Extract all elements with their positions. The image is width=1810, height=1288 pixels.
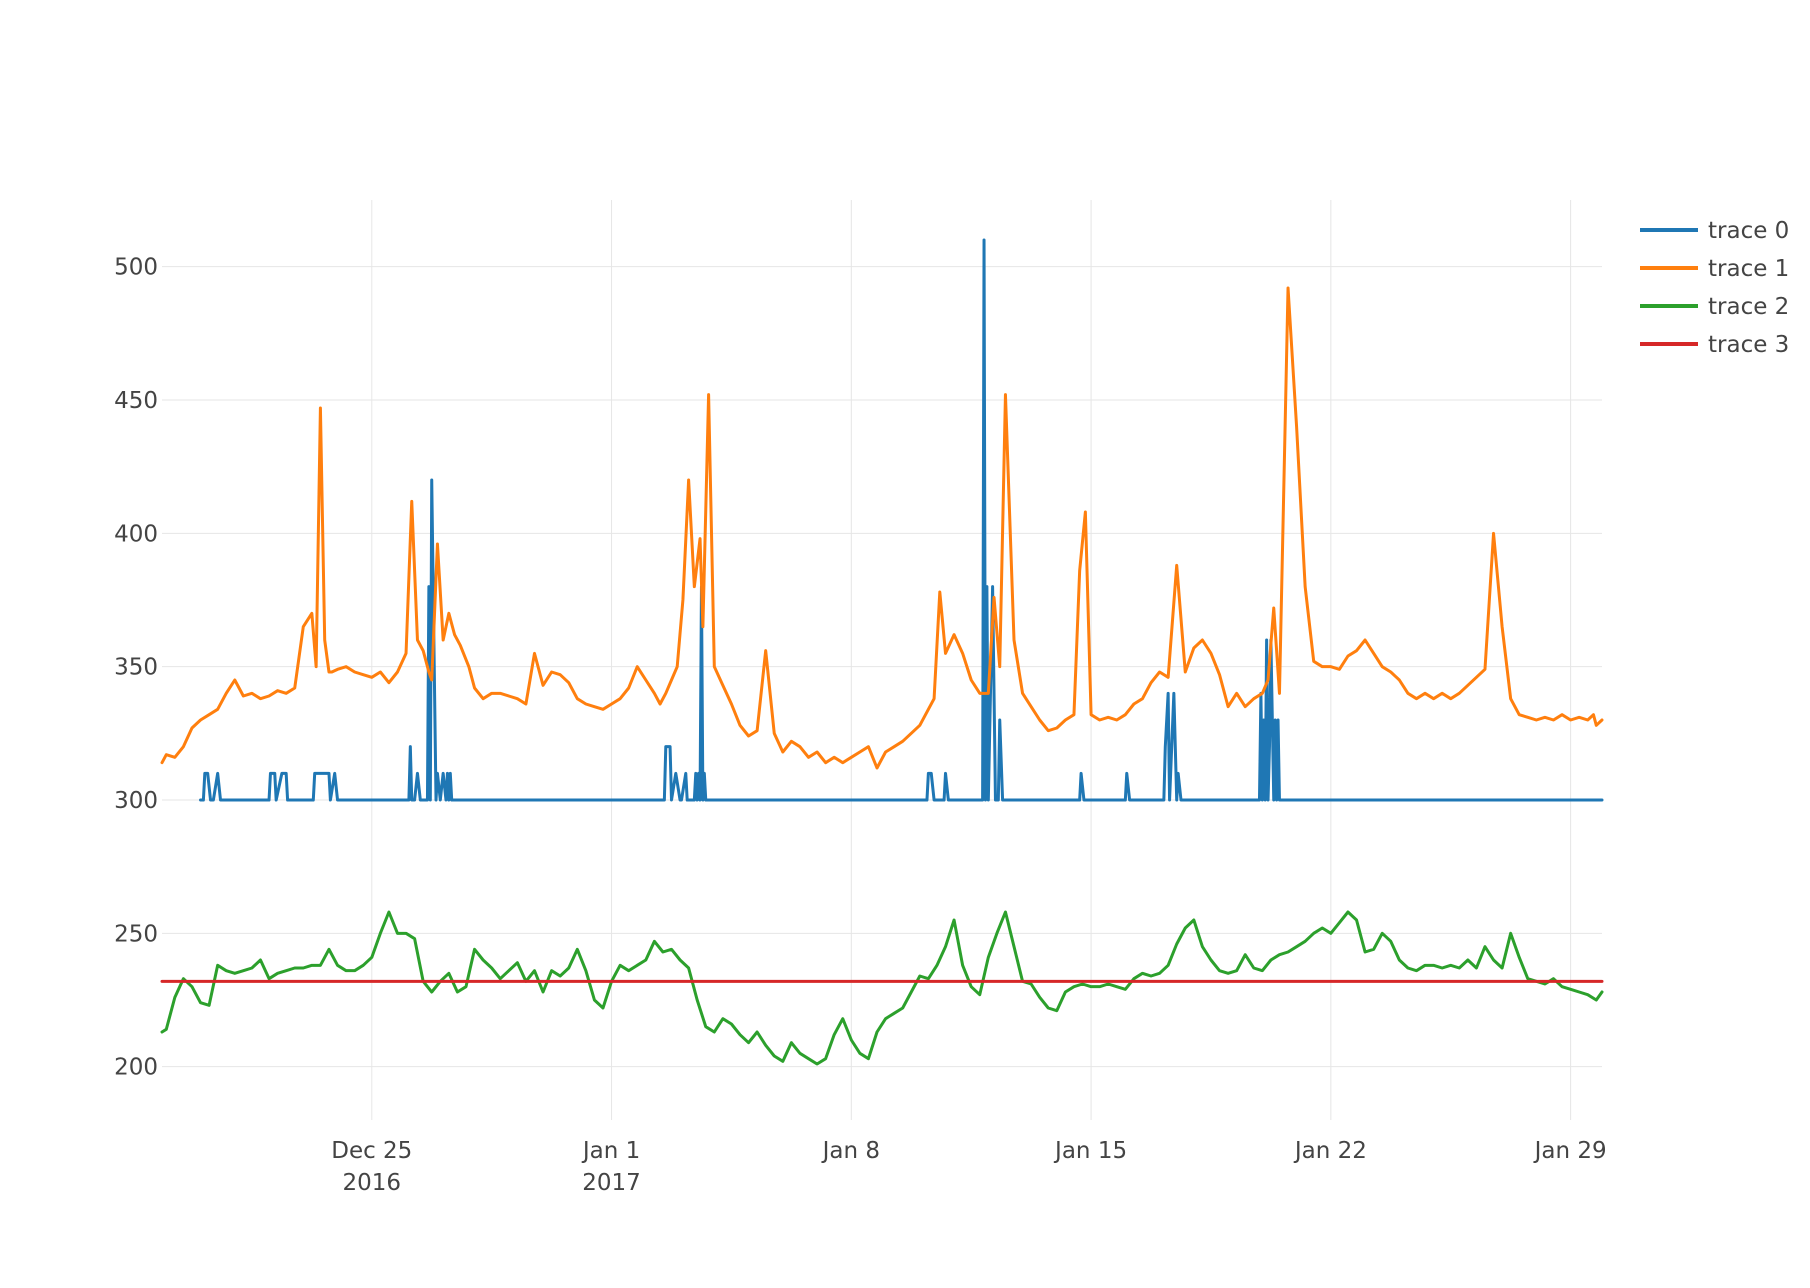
series-layer (160, 238, 1604, 1066)
y-tick-label: 250 (114, 921, 158, 947)
series-line-trace-1 (160, 286, 1604, 770)
series-line-trace-2 (160, 910, 1604, 1066)
x-tick-label: Jan 22 (1293, 1138, 1367, 1164)
legend-label: trace 0 (1708, 218, 1789, 244)
y-tick-label: 500 (114, 255, 158, 281)
x-tick-label: Jan 29 (1533, 1138, 1607, 1164)
legend-label: trace 1 (1708, 256, 1789, 282)
x-tick-year-label: 2017 (582, 1170, 641, 1196)
legend-label: trace 3 (1708, 332, 1789, 358)
series-line-trace-0 (199, 238, 1604, 802)
y-tick-label: 350 (114, 655, 158, 681)
y-tick-label: 300 (114, 788, 158, 814)
legend: trace 0 trace 1 trace 2 trace 3 (1640, 218, 1789, 358)
x-tick-label: Dec 25 (331, 1138, 412, 1164)
x-tick-label: Jan 1 (581, 1138, 640, 1164)
y-tick-label: 450 (114, 388, 158, 414)
x-tick-year-label: 2016 (343, 1170, 402, 1196)
x-tick-label: Jan 15 (1053, 1138, 1127, 1164)
y-tick-label: 200 (114, 1055, 158, 1081)
legend-label: trace 2 (1708, 294, 1789, 320)
x-tick-label: Jan 8 (821, 1138, 880, 1164)
y-tick-label: 400 (114, 521, 158, 547)
axis-layer: 200 250 300 350 400 450 500 Dec 25 2016 Jan 1 2017… (114, 255, 1607, 1196)
